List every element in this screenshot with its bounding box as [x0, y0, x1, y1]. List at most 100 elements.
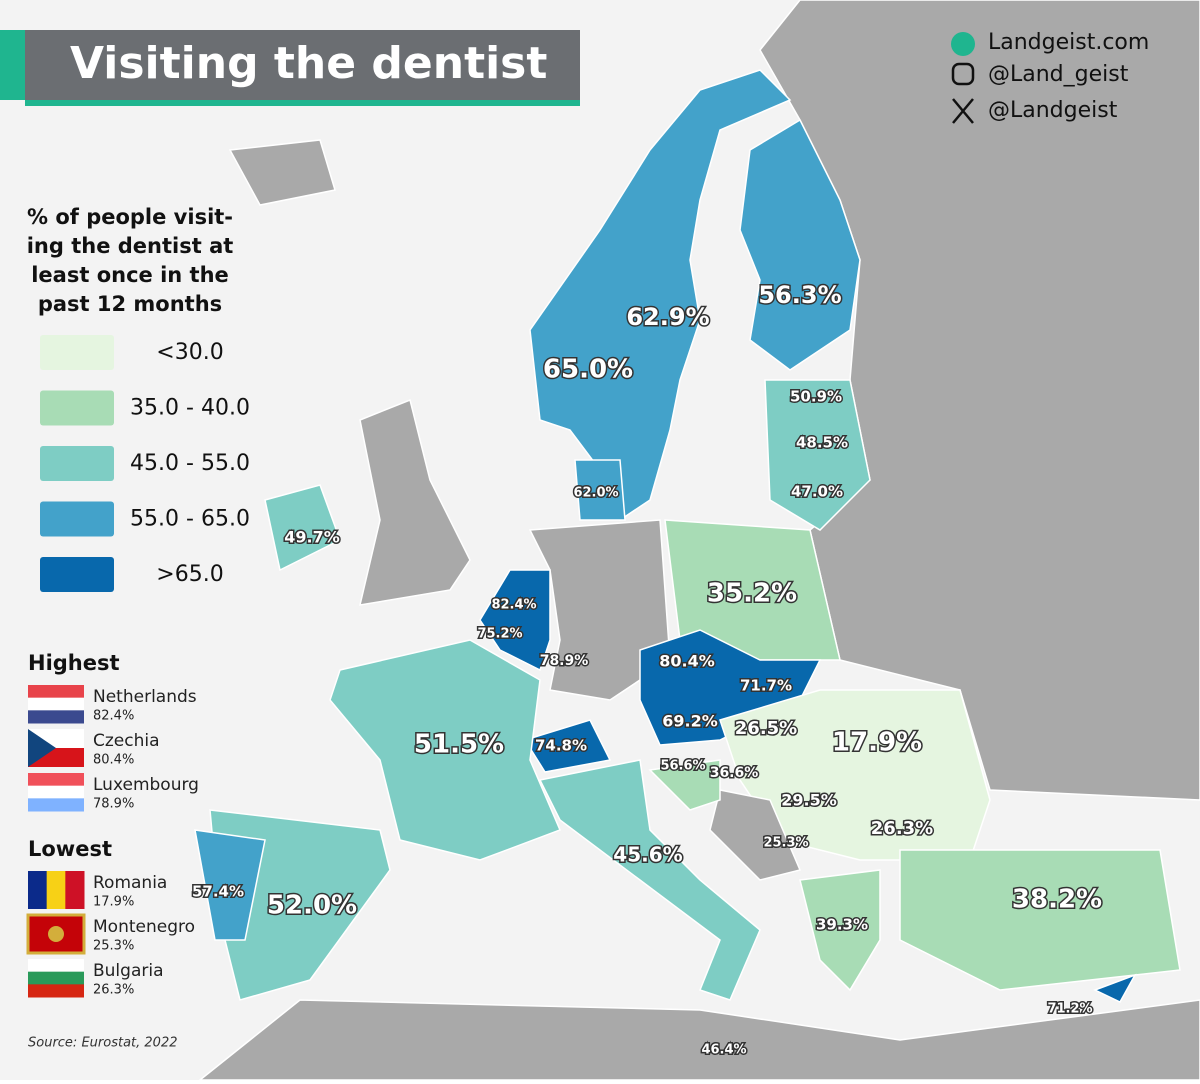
france: [329, 639, 561, 861]
country-label: 48.5%: [796, 434, 848, 452]
country-label: 36.6%: [710, 765, 759, 781]
denmark: [574, 459, 626, 521]
title: Visiting the dentist: [70, 38, 547, 89]
flag-stripe: [28, 773, 84, 787]
legend-label: 55.0 - 65.0: [130, 507, 250, 532]
country-label: 71.2%: [1047, 1002, 1092, 1017]
greece: [799, 869, 881, 992]
flag-stripe: [28, 710, 84, 724]
rank-name: Netherlands: [93, 687, 197, 707]
rank-name: Czechia: [93, 731, 160, 751]
social-web[interactable]: Landgeist.com: [988, 30, 1149, 55]
country-label: 62.0%: [573, 486, 618, 501]
country-label: 65.0%: [543, 355, 633, 385]
flag-stripe: [46, 871, 66, 909]
balkans: [709, 789, 802, 881]
turkey: [899, 849, 1181, 991]
country-label: 57.4%: [192, 883, 244, 901]
flag-stripe: [28, 959, 84, 973]
portugal: [194, 829, 266, 941]
baltics: [764, 379, 871, 531]
social-instagram[interactable]: @Land_geist: [988, 62, 1129, 87]
legend-title: past 12 months: [38, 292, 222, 316]
country-label: 29.5%: [781, 791, 837, 810]
flag-stripe: [28, 697, 84, 711]
social-x[interactable]: @Landgeist: [988, 98, 1118, 123]
rank-name: Luxembourg: [93, 775, 199, 795]
country-label: 78.9%: [540, 653, 589, 669]
legend-label: >65.0: [156, 562, 223, 587]
rank-name: Romania: [93, 873, 167, 893]
flag-stripe: [28, 871, 48, 909]
country-label: 56.3%: [758, 281, 841, 309]
country-label: 35.2%: [707, 579, 797, 609]
flag-stripe: [28, 984, 84, 998]
rank-value: 25.3%: [93, 939, 134, 954]
rank-name: Bulgaria: [93, 961, 164, 981]
country-label: 17.9%: [832, 728, 922, 758]
web-icon: [951, 32, 975, 56]
title-box: [25, 30, 580, 100]
legend-title: % of people visit-: [27, 205, 233, 229]
legend: <30.0 35.0 - 40.0 45.0 - 55.0 55.0 - 65.0 >6…: [40, 335, 250, 592]
country-label: 26.3%: [871, 818, 933, 839]
legend-title: least once in the: [31, 263, 229, 287]
country-label: 75.2%: [477, 627, 522, 642]
legend-swatch: [40, 446, 114, 481]
switzerland: [523, 719, 612, 773]
rank-value: 26.3%: [93, 983, 134, 998]
country-label: 71.7%: [740, 677, 792, 695]
highest-title: Highest: [28, 651, 120, 675]
flag-emblem: [48, 926, 64, 942]
legend-title: ing the dentist at: [27, 234, 234, 258]
map-labels: 65.0% 62.9% 56.3% 50.9% 48.5% 47.0% 62.0% 49.7%…: [190, 280, 1103, 1060]
flag-stripe: [28, 685, 84, 699]
ireland: [264, 484, 341, 572]
finland: [739, 118, 861, 371]
country-label: 45.6%: [613, 843, 682, 867]
x-icon: [952, 98, 974, 124]
legend-swatch: [40, 390, 114, 426]
country-label: 51.5%: [414, 730, 504, 760]
title-accent: [0, 30, 25, 100]
country-label: 47.0%: [791, 483, 843, 501]
instagram-icon: [951, 62, 975, 86]
country-label: 50.9%: [790, 388, 842, 406]
country-label: 80.4%: [659, 652, 715, 671]
rank-value: 17.9%: [93, 895, 134, 910]
countries: [194, 0, 1200, 1081]
country-label: 52.0%: [267, 891, 357, 921]
flag-stripe: [28, 798, 84, 812]
legend-label: 45.0 - 55.0: [130, 451, 250, 476]
country-label: 25.3%: [763, 836, 808, 851]
cyprus: [1093, 973, 1137, 1003]
country-label: 49.7%: [284, 528, 340, 547]
country-label: 26.5%: [735, 718, 797, 739]
legend-label: 35.0 - 40.0: [130, 396, 250, 421]
country-label: 69.2%: [662, 712, 718, 731]
country-label: 46.4%: [701, 1043, 746, 1058]
croatia: [648, 759, 721, 811]
italy: [538, 759, 761, 1001]
germany: [528, 519, 671, 701]
land-africa: [197, 999, 1200, 1081]
lowest-title: Lowest: [28, 837, 112, 861]
legend-label: <30.0: [156, 340, 223, 365]
country-label: 82.4%: [491, 598, 536, 613]
title-underline: [25, 100, 580, 106]
flag-stripe: [28, 785, 84, 799]
flag-stripe: [28, 729, 56, 767]
rankings: Netherlands 82.4% Czechia 80.4% Luxembourg 78…: [26, 685, 199, 998]
source: Source: Eurostat, 2022: [28, 1036, 177, 1051]
iceland: [228, 139, 336, 206]
country-label: 62.9%: [626, 303, 709, 331]
country-label: 74.8%: [535, 737, 587, 755]
country-label: 38.2%: [1012, 885, 1102, 915]
rank-value: 78.9%: [93, 797, 134, 812]
country-label: 56.6%: [660, 759, 705, 774]
rank-value: 80.4%: [93, 753, 134, 768]
legend-swatch: [40, 335, 114, 370]
benelux: [479, 569, 551, 672]
